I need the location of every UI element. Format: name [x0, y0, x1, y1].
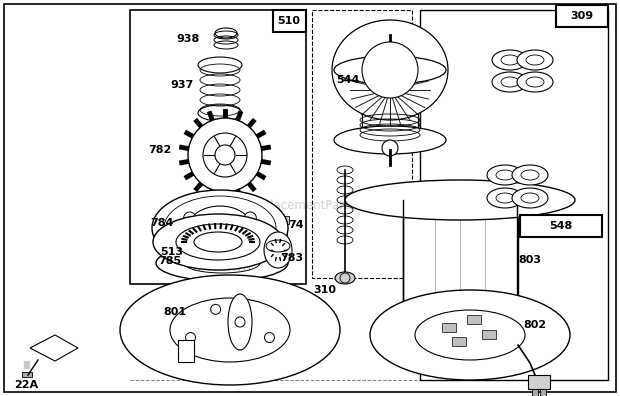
Ellipse shape [335, 272, 355, 284]
Ellipse shape [512, 165, 548, 185]
Text: 803: 803 [518, 255, 541, 265]
Ellipse shape [156, 245, 288, 281]
Ellipse shape [334, 56, 446, 84]
Bar [22, 372, 32, 377]
Text: 309: 309 [570, 11, 593, 21]
Circle shape [362, 42, 418, 98]
Bar [403, 200, 518, 320]
Text: ©ReplacementParts.com: ©ReplacementParts.com [236, 198, 384, 211]
Ellipse shape [120, 275, 340, 385]
Circle shape [185, 333, 195, 343]
Text: 510: 510 [278, 16, 301, 26]
Circle shape [265, 333, 275, 343]
Ellipse shape [492, 50, 528, 70]
Circle shape [188, 118, 262, 192]
Bar [130, 10, 306, 284]
Bar [282, 224, 287, 242]
Bar [452, 337, 466, 346]
Ellipse shape [415, 310, 525, 360]
Text: 801: 801 [164, 307, 187, 317]
Circle shape [184, 212, 196, 224]
Bar [442, 323, 456, 332]
Bar [279, 216, 289, 224]
Circle shape [211, 305, 221, 314]
Bar [273, 10, 306, 32]
Bar [482, 330, 496, 339]
Circle shape [382, 140, 398, 156]
Bar [532, 389, 538, 396]
Ellipse shape [512, 188, 548, 208]
Text: 783: 783 [280, 253, 304, 263]
Circle shape [244, 212, 256, 224]
Polygon shape [30, 335, 78, 361]
Text: 938: 938 [176, 34, 200, 44]
Text: 544: 544 [336, 75, 360, 85]
Bar [520, 215, 602, 237]
Bar [540, 389, 546, 396]
Text: 782: 782 [148, 145, 172, 155]
Bar [362, 70, 418, 140]
Text: 784: 784 [150, 218, 174, 228]
Text: 513: 513 [161, 247, 184, 257]
Ellipse shape [370, 290, 570, 380]
Ellipse shape [487, 165, 523, 185]
Text: 74: 74 [288, 220, 304, 230]
Ellipse shape [332, 20, 448, 120]
Bar [556, 5, 608, 27]
Bar [420, 10, 608, 380]
Bar [312, 10, 412, 278]
Ellipse shape [170, 298, 290, 362]
Text: 22A: 22A [14, 380, 38, 390]
Circle shape [184, 232, 196, 244]
Ellipse shape [264, 232, 292, 268]
Circle shape [244, 232, 256, 244]
Text: 548: 548 [549, 221, 573, 231]
Bar [178, 340, 194, 362]
Text: 937: 937 [170, 80, 193, 90]
Ellipse shape [228, 294, 252, 350]
Ellipse shape [334, 126, 446, 154]
Text: 310: 310 [314, 285, 337, 295]
Ellipse shape [153, 214, 283, 270]
Bar [467, 315, 481, 324]
Ellipse shape [492, 72, 528, 92]
Text: 802: 802 [523, 320, 547, 330]
Ellipse shape [517, 72, 553, 92]
Bar [528, 375, 550, 389]
Text: 785: 785 [159, 256, 182, 266]
Ellipse shape [152, 190, 288, 266]
Ellipse shape [345, 180, 575, 220]
Ellipse shape [517, 50, 553, 70]
Ellipse shape [487, 188, 523, 208]
